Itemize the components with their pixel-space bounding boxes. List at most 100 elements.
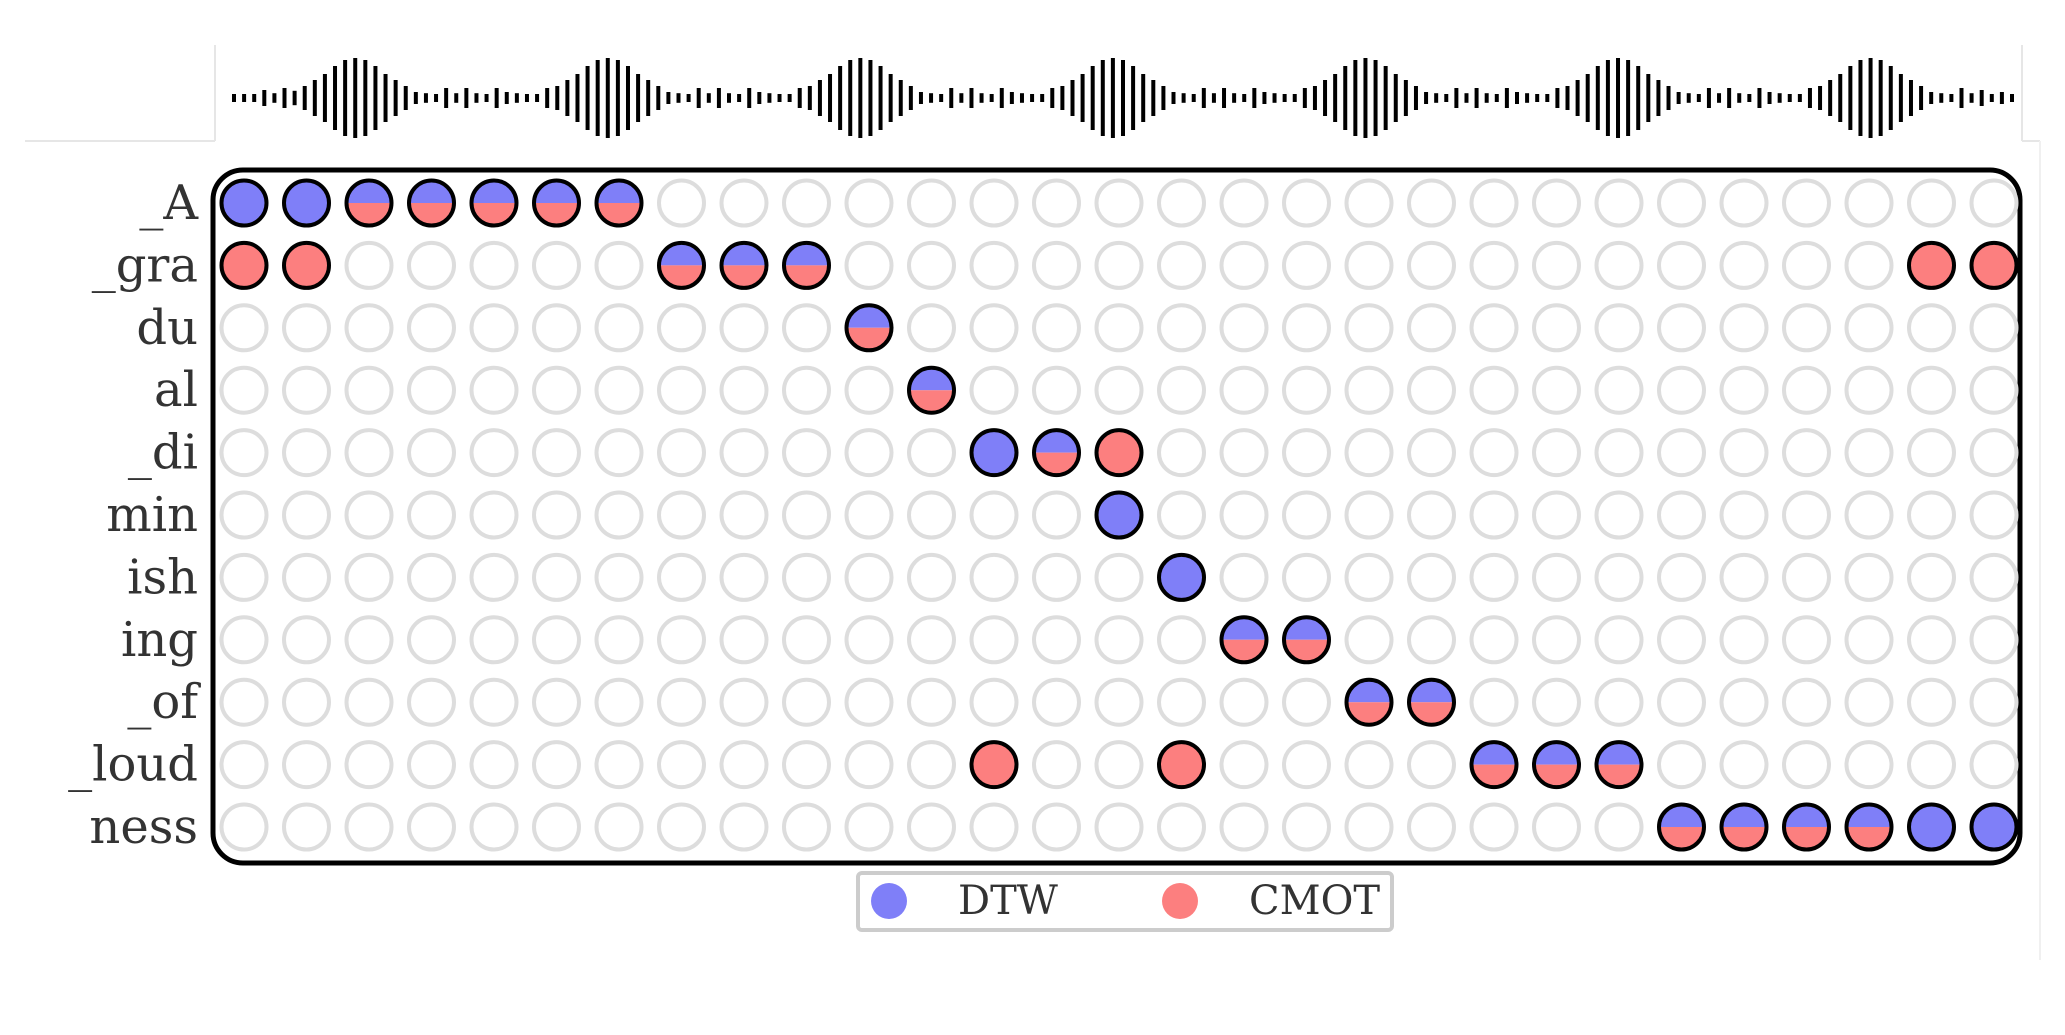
empty-cell [657,365,706,415]
both-aligned-cell [1594,740,1644,790]
empty-cell [469,740,519,790]
cell-outline [657,240,706,290]
empty-cell [1344,428,1394,478]
empty-cell [594,428,644,478]
empty-cell [907,615,956,665]
empty-cell [1219,428,1269,478]
dtw-half [1409,679,1454,703]
empty-cell [1219,303,1269,353]
empty-cell [1032,365,1081,415]
empty-cell [1032,802,1081,852]
empty-cell [782,615,831,665]
row-label: ness [89,799,198,855]
empty-cell [969,365,1019,415]
empty-cell [1719,677,1769,727]
empty-cell [844,240,894,290]
both-aligned-cell [657,240,706,290]
cmot-half [1409,702,1454,725]
empty-cell [1407,740,1456,790]
empty-cell [1157,677,1206,727]
legend-box [856,871,1394,932]
empty-cell [969,490,1019,540]
empty-cell [1969,365,2019,415]
empty-cell [282,552,331,602]
empty-cell [344,677,394,727]
empty-cell [282,677,331,727]
empty-cell [594,802,644,852]
empty-cell [1907,303,1956,353]
dtw-half [909,367,954,391]
cell-outline [1032,428,1081,478]
dtw-half [784,242,829,266]
empty-cell [594,490,644,540]
cell-outline [1219,615,1269,665]
cmot-aligned-cell [1969,240,2019,290]
dtw-half [596,180,642,203]
empty-cell [1157,428,1206,478]
dtw-half [1471,742,1517,765]
empty-cell [1719,552,1769,602]
cell-outline [1844,802,1894,852]
cmot-half [346,203,392,226]
empty-cell [1282,552,1331,602]
both-aligned-cell [844,303,894,353]
empty-cell [1657,303,1706,353]
empty-cell [1469,365,1519,415]
empty-cell [1594,490,1644,540]
dtw-half [1596,742,1642,765]
empty-cell [344,240,394,290]
empty-cell [1344,615,1394,665]
audio-waveform [25,45,2041,960]
empty-cell [407,490,456,540]
empty-cell [1782,490,1831,540]
empty-cell [532,490,581,540]
empty-cell [1969,615,2019,665]
both-aligned-cell [532,178,581,228]
empty-cell [782,677,831,727]
empty-cell [1657,365,1706,415]
empty-cell [532,802,581,852]
empty-cell [469,303,519,353]
empty-cell [1532,677,1581,727]
empty-cell [1969,428,2019,478]
empty-cell [969,552,1019,602]
empty-cell [1532,365,1581,415]
empty-cell [1844,740,1894,790]
cmot-half [1221,639,1267,663]
empty-cell [969,240,1019,290]
cell-outline [407,178,456,228]
empty-cell [1032,677,1081,727]
empty-cell [844,740,894,790]
cmot-half [1659,827,1704,850]
empty-cell [1282,428,1331,478]
dtw-half [721,242,767,266]
empty-cell [1469,303,1519,353]
empty-cell [1969,552,2019,602]
empty-cell [907,240,956,290]
dtw-aligned-cell [1094,490,1144,540]
empty-cell [1657,677,1706,727]
dtw-half [659,242,704,266]
dtw-half [1784,804,1829,827]
empty-cell [282,365,331,415]
both-aligned-cell [1657,802,1706,852]
empty-cell [1407,490,1456,540]
empty-cell [532,365,581,415]
empty-cell [1469,178,1519,228]
both-aligned-cell [1469,740,1519,790]
dtw-half [1534,742,1579,765]
cmot-aligned-cell [1157,740,1206,790]
empty-cell [1469,240,1519,290]
empty-cell [1719,365,1769,415]
empty-cell [1094,365,1144,415]
empty-cell [1407,552,1456,602]
empty-cell [907,428,956,478]
empty-cell [1844,365,1894,415]
empty-cell [1969,303,2019,353]
dtw-aligned-cell [969,428,1019,478]
empty-cell [1969,178,2019,228]
empty-cell [969,677,1019,727]
dtw-half [409,180,454,203]
matrix-frame [210,167,2023,866]
empty-cell [782,365,831,415]
